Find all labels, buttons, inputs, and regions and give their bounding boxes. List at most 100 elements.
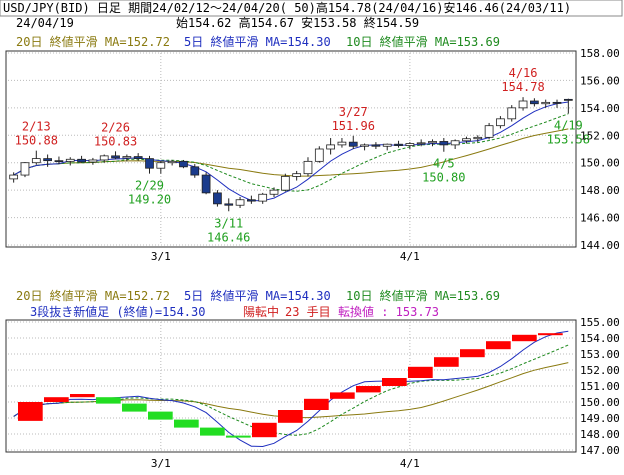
candle — [428, 139, 437, 147]
candle-body — [122, 156, 132, 159]
candle-body — [337, 141, 347, 146]
annotation-date: 2/13 — [22, 120, 51, 134]
candle — [496, 116, 505, 129]
candle-body — [190, 166, 200, 176]
candle-body — [88, 159, 98, 163]
lower-y-axis: 147.00 148.00 149.00 150.00 151.00 152.00 153.… — [580, 316, 620, 457]
lower-x-tick-label: 4/1 — [400, 457, 420, 470]
candle-body — [9, 174, 19, 180]
candle — [450, 139, 460, 149]
kagi-brick — [356, 386, 381, 393]
lower-bricks — [18, 333, 563, 438]
legend-ma20: 20日 終値平滑 MA=152.72 — [16, 34, 170, 49]
candle-body — [405, 143, 415, 146]
kagi-brick — [252, 422, 277, 438]
candle-body — [111, 155, 120, 159]
lower-x-tick-label: 3/1 — [151, 457, 171, 470]
candle-body — [439, 141, 449, 146]
lower-info-status: 陽転中 — [243, 304, 279, 319]
annotation-value: 150.80 — [422, 171, 465, 185]
lower-info-count: 23 手目 — [285, 305, 331, 319]
candle-body — [563, 98, 573, 101]
lower-y-tick-label: 154.00 — [580, 332, 620, 345]
legend-ma5: 5日 終値平滑 MA=154.30 — [184, 34, 331, 49]
kagi-brick — [486, 341, 511, 350]
candle — [156, 161, 166, 174]
upper-y-tick-label: 150.00 — [580, 157, 620, 170]
kagi-brick — [226, 435, 251, 438]
candle — [190, 164, 200, 178]
candle-body — [20, 162, 30, 176]
lower-y-tick-label: 148.00 — [580, 428, 620, 441]
candle — [167, 159, 177, 166]
annotation-value: 150.88 — [15, 134, 58, 148]
candle — [405, 142, 415, 149]
annotation-value: 151.96 — [332, 119, 375, 133]
annotation-value: 150.83 — [94, 134, 137, 148]
candle — [133, 153, 143, 161]
kagi-brick — [278, 410, 303, 423]
candle — [258, 192, 268, 204]
candle-body — [348, 141, 358, 147]
candle — [552, 99, 562, 108]
annotation-date: 3/11 — [214, 216, 243, 230]
upper-y-tick-label: 152.00 — [580, 129, 620, 142]
legend-ma10: 10日 終値平滑 MA=153.69 — [346, 34, 500, 49]
annotation-date: 2/26 — [101, 120, 130, 134]
lower-y-tick-label: 147.00 — [580, 444, 620, 457]
candle-body — [280, 176, 290, 191]
kagi-brick — [148, 411, 173, 420]
candle-body — [473, 136, 483, 140]
candle — [337, 138, 347, 148]
kagi-brick — [96, 397, 121, 404]
candle-body — [382, 143, 392, 147]
candle-body — [507, 107, 517, 120]
candle — [473, 135, 483, 143]
candle-body — [462, 138, 471, 142]
upper-y-tick-label: 148.00 — [580, 184, 620, 197]
lower-y-tick-label: 151.00 — [580, 380, 620, 393]
candle — [416, 139, 426, 147]
header-bar — [0, 0, 623, 17]
candle-body — [450, 140, 460, 146]
candle-body — [428, 141, 437, 144]
annotation-date: 2/29 — [135, 179, 164, 193]
upper-y-tick-label: 146.00 — [580, 212, 620, 225]
candle — [303, 157, 313, 177]
kagi-brick — [122, 403, 147, 412]
kagi-brick — [538, 333, 563, 336]
candle — [88, 157, 98, 165]
candle — [247, 195, 256, 204]
upper-y-axis: 144.00 146.00 148.00 150.00 152.00 154.00 156.… — [580, 47, 620, 252]
candle-body — [247, 199, 256, 202]
candle — [314, 146, 324, 163]
candle-body — [303, 160, 313, 175]
kagi-brick — [434, 357, 459, 367]
candle-body — [541, 101, 551, 105]
candle — [360, 143, 369, 151]
candle — [213, 190, 222, 207]
candle — [484, 122, 494, 140]
lower-x-axis: 3/1 4/1 — [151, 457, 420, 470]
candle-body — [156, 162, 166, 169]
lower-legend-ma5: 5日 終値平滑 MA=154.30 — [184, 288, 331, 303]
candle — [43, 154, 52, 167]
candle — [99, 154, 109, 163]
lower-y-tick-label: 155.00 — [580, 316, 620, 329]
candle-body — [167, 160, 177, 164]
candle — [9, 172, 19, 183]
upper-y-tick-label: 156.00 — [580, 74, 620, 87]
candle-body — [99, 155, 109, 161]
candle — [269, 187, 279, 197]
upper-x-axis: 3/1 4/1 — [151, 250, 420, 263]
candle-body — [213, 192, 222, 205]
candle — [201, 172, 211, 195]
annotation-date: 4/19 — [554, 119, 583, 133]
upper-plot-frame — [5, 50, 577, 248]
lower-info-turn: 転換値 : 153.73 — [338, 304, 439, 319]
kagi-brick — [200, 427, 225, 436]
candle-body — [326, 144, 335, 150]
kagi-brick — [382, 378, 407, 386]
header-ohlc: 始154.62 高154.67 安153.58 終154.59 — [176, 15, 419, 30]
candle-body — [360, 144, 369, 147]
